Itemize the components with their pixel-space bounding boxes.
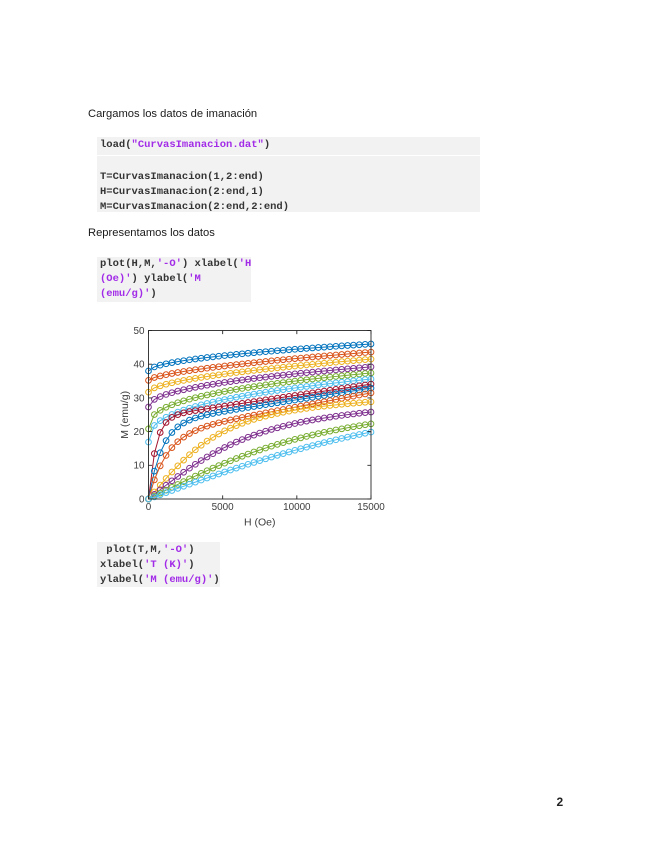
svg-text:10000: 10000 <box>283 502 311 513</box>
svg-text:M (emu/g): M (emu/g) <box>119 391 131 439</box>
svg-text:5000: 5000 <box>212 502 234 513</box>
svg-text:40: 40 <box>134 360 145 371</box>
svg-text:0: 0 <box>139 494 145 505</box>
svg-text:10: 10 <box>134 461 145 472</box>
svg-text:15000: 15000 <box>357 502 385 513</box>
svg-text:50: 50 <box>134 326 145 337</box>
svg-text:H (Oe): H (Oe) <box>244 517 276 529</box>
svg-text:0: 0 <box>146 502 152 513</box>
svg-text:30: 30 <box>134 393 145 404</box>
svg-text:20: 20 <box>134 427 145 438</box>
